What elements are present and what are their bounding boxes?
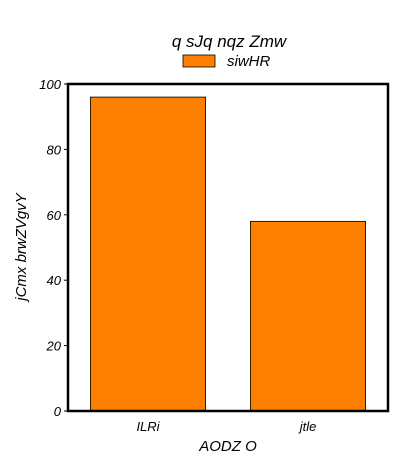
x-axis-ticks: ILRi jtle	[136, 419, 316, 434]
y-tick-label: 100	[39, 77, 61, 92]
y-tick-label: 40	[47, 273, 62, 288]
bar-ILRi	[90, 96, 206, 412]
chart-title: q sJq nqz Zmw	[172, 32, 288, 51]
legend-label: siwHR	[227, 53, 270, 70]
y-tick-label: 0	[54, 404, 62, 419]
x-axis-label: AODZ O	[198, 438, 257, 455]
legend: siwHR	[182, 53, 270, 70]
x-tick-label: ILRi	[136, 419, 160, 434]
y-axis-ticks: 0 20 40 60 80 100	[39, 77, 68, 419]
bar-jtle	[249, 220, 366, 412]
x-tick-label: jtle	[298, 419, 317, 434]
bars-layer	[90, 96, 366, 412]
legend-swatch	[182, 54, 216, 68]
y-tick-label: 80	[47, 142, 62, 157]
plot-frame	[66, 82, 390, 413]
y-axis-label: jCmx brwZVgvY	[13, 192, 30, 303]
y-tick-label: 60	[47, 208, 62, 223]
y-tick-label: 20	[46, 339, 62, 354]
